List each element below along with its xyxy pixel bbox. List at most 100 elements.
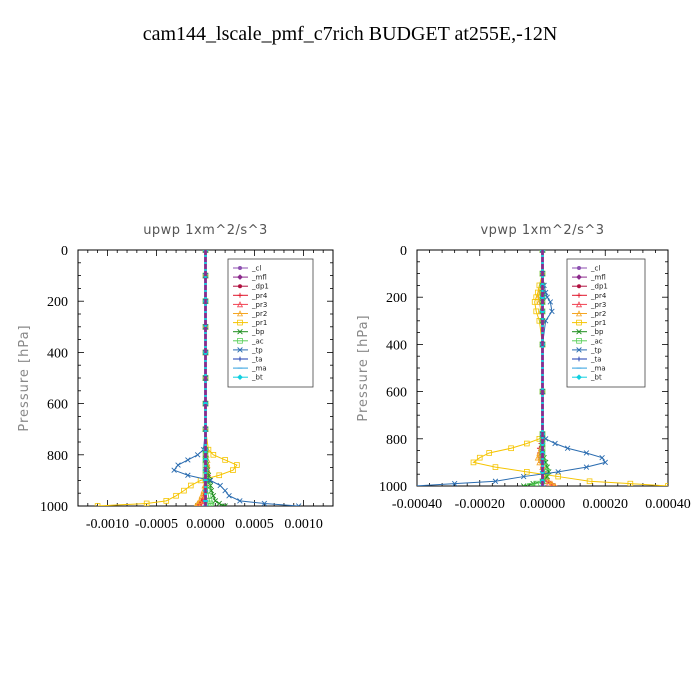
- legend-label: _mfl: [251, 274, 267, 282]
- data-point-pr1: [508, 445, 514, 452]
- data-point-pr1: [234, 462, 240, 468]
- legend-marker: [237, 374, 243, 381]
- legend-label: _cl: [251, 265, 261, 273]
- data-point-pr2: [196, 497, 203, 504]
- data-point-pr1: [163, 498, 170, 504]
- legend-marker: [237, 274, 243, 280]
- data-point-pr1: [187, 482, 194, 489]
- data-point-bp: [210, 493, 217, 499]
- data-point-tp: [564, 445, 571, 451]
- legend-label: _bt: [251, 374, 263, 382]
- data-point-tp: [185, 472, 191, 478]
- x-tick-label: -0.00020: [455, 497, 505, 512]
- data-point-pr2: [536, 298, 543, 305]
- legend-label: _pr1: [251, 319, 267, 327]
- data-point-tp: [185, 457, 191, 463]
- data-point-bp: [212, 498, 219, 504]
- x-tick-label: 0.0000: [186, 517, 225, 532]
- legend-marker: [576, 337, 582, 344]
- legend-marker: [236, 310, 244, 317]
- legend-label: _pr3: [251, 301, 267, 309]
- legend-label: _pr1: [590, 319, 606, 327]
- y-tick-label: 800: [386, 433, 407, 448]
- data-point-pr1: [181, 487, 187, 494]
- legend-label: _dp1: [251, 283, 269, 291]
- data-point-tp: [217, 482, 223, 489]
- legend-marker: [576, 319, 582, 326]
- legend-label: _tp: [251, 346, 263, 354]
- chart-title: vpwp 1xm^2/s^3: [480, 223, 604, 238]
- x-tick-label: 0.0010: [284, 517, 323, 532]
- legend-marker: [576, 328, 582, 335]
- legend-marker: [238, 284, 242, 289]
- legend-label: _ma: [590, 365, 606, 373]
- legend-marker: [576, 347, 582, 353]
- data-point-tp: [202, 250, 209, 253]
- legend-label: _tp: [590, 346, 602, 354]
- y-tick-label: 0: [61, 244, 68, 259]
- data-point-pr2: [198, 492, 205, 499]
- x-tick-label: -0.0010: [86, 517, 129, 532]
- legend-marker: [238, 266, 242, 270]
- page-title: cam144_lscale_pmf_c7rich BUDGET at255E,-…: [143, 23, 558, 45]
- data-point-tp: [583, 464, 590, 470]
- y-tick-label: 600: [47, 398, 68, 413]
- legend-label: _ta: [251, 356, 263, 364]
- legend-label: _pr3: [590, 301, 606, 309]
- x-tick-label: 0.00040: [645, 497, 691, 512]
- data-point-tp: [542, 318, 549, 324]
- legend: _cl_mfl_dp1_pr4_pr3_pr2_pr1_bp_ac_tp_ta_…: [566, 258, 646, 388]
- data-point-tp: [171, 467, 177, 473]
- legend: _cl_mfl_dp1_pr4_pr3_pr2_pr1_bp_ac_tp_ta_…: [227, 258, 314, 388]
- data-point-bp: [520, 483, 527, 486]
- data-point-tp: [295, 503, 302, 506]
- legend-marker: [575, 301, 583, 308]
- data-point-pr1: [210, 451, 217, 458]
- data-point-bp: [544, 473, 550, 480]
- legend-marker: [237, 356, 243, 362]
- legend-marker: [237, 292, 243, 298]
- legend-label: _ac: [590, 337, 603, 345]
- data-point-pr1: [230, 467, 236, 473]
- data-point-pr1: [486, 450, 492, 456]
- legend-marker: [576, 356, 582, 362]
- y-tick-label: 200: [386, 291, 407, 306]
- data-point-pr1: [524, 469, 530, 475]
- data-point-tp: [207, 477, 214, 484]
- data-point-bp: [216, 500, 222, 506]
- data-point-bp: [207, 482, 214, 489]
- legend-marker: [577, 266, 581, 270]
- x-tick-label: -0.00040: [392, 497, 442, 512]
- data-point-pr1: [627, 480, 634, 486]
- legend-marker: [237, 337, 243, 344]
- y-tick-label: 400: [47, 346, 68, 361]
- chart-title: upwp 1xm^2/s^3: [143, 223, 268, 238]
- legend-label: _pr4: [590, 292, 607, 300]
- data-point-tp: [555, 469, 561, 475]
- legend-marker: [576, 292, 582, 298]
- legend-marker: [237, 347, 243, 353]
- data-point-tp: [194, 452, 201, 458]
- x-tick-label: 0.00000: [520, 497, 566, 512]
- data-point-ac: [208, 503, 215, 506]
- data-point-tp: [542, 436, 549, 442]
- series-group: [417, 250, 668, 486]
- legend-label: _pr4: [251, 292, 268, 300]
- y-tick-label: 800: [47, 449, 68, 464]
- legend-marker: [236, 301, 244, 308]
- data-point-tp: [222, 487, 228, 494]
- data-point-pr1: [143, 500, 150, 506]
- data-point-tp: [261, 500, 268, 506]
- legend-label: _mfl: [590, 274, 606, 282]
- data-point-pr1: [173, 492, 179, 499]
- data-point-pr1: [533, 308, 540, 315]
- data-point-tp: [175, 462, 181, 468]
- data-point-ac: [527, 483, 533, 486]
- data-point-pr1: [216, 472, 223, 479]
- y-tick-label: 200: [47, 295, 68, 310]
- data-point-pr1: [470, 459, 477, 466]
- legend-marker: [577, 284, 581, 289]
- y-tick-label: 1000: [40, 500, 68, 515]
- series-group: [94, 250, 302, 506]
- data-point-tp: [520, 473, 527, 480]
